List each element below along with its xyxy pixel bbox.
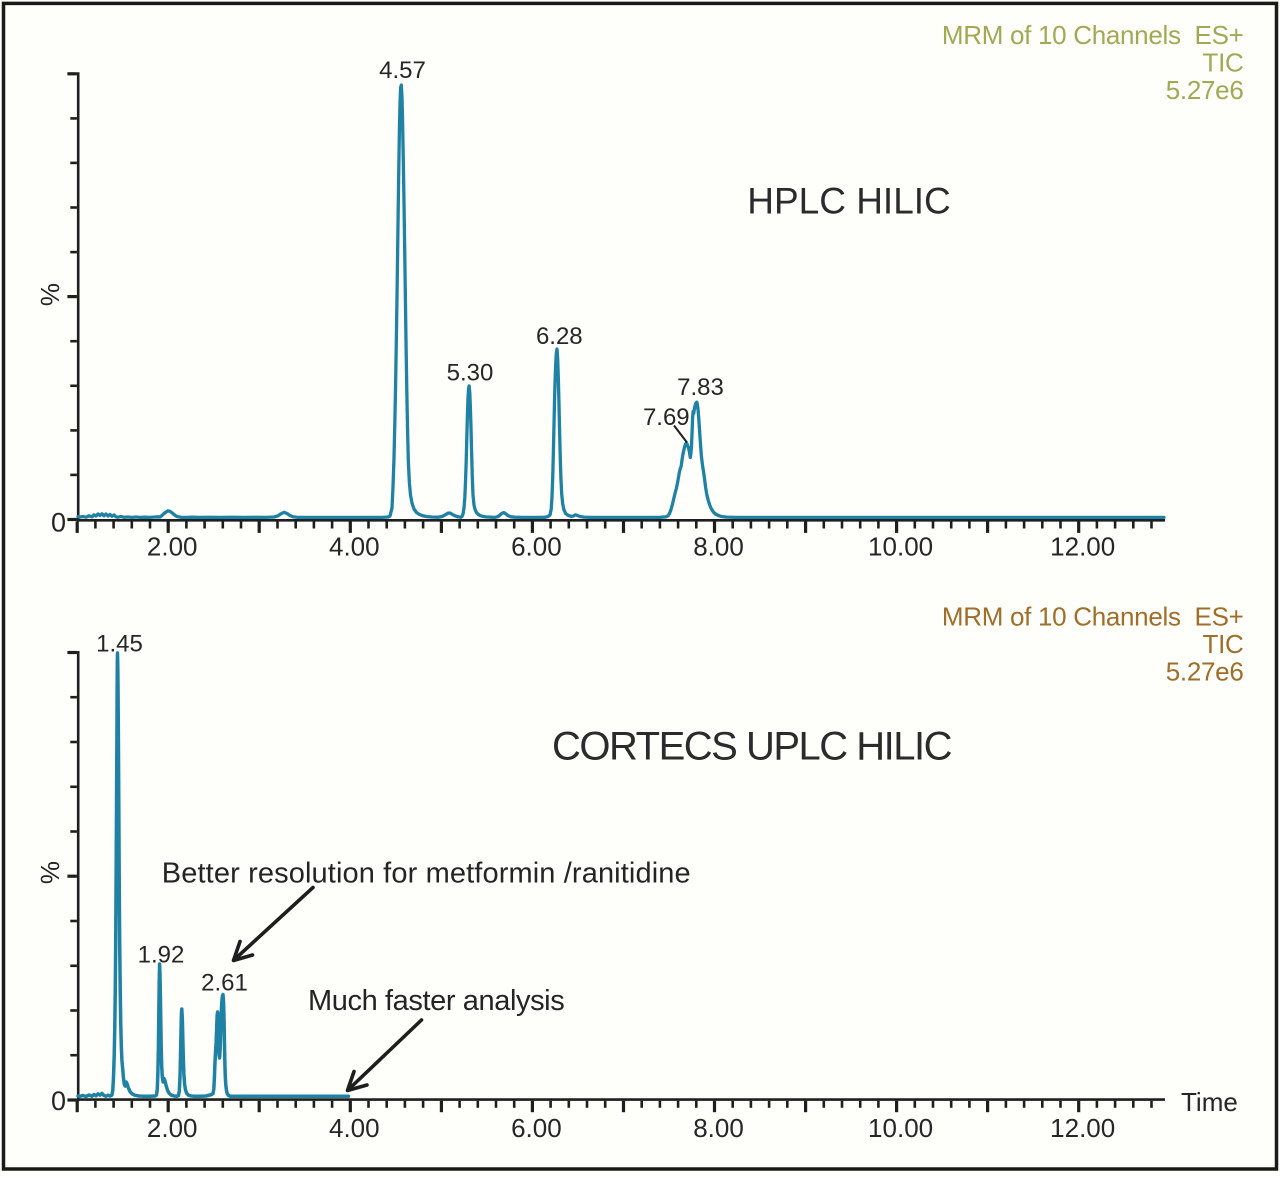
svg-text:Much faster analysis: Much faster analysis xyxy=(308,985,564,1017)
svg-text:%: % xyxy=(35,861,65,884)
svg-text:0: 0 xyxy=(51,508,66,538)
svg-text:5.30: 5.30 xyxy=(447,360,494,387)
svg-text:CORTECS UPLC HILIC: CORTECS UPLC HILIC xyxy=(552,725,952,769)
svg-text:2.00: 2.00 xyxy=(147,532,198,562)
svg-text:1.92: 1.92 xyxy=(138,942,185,969)
svg-text:4.57: 4.57 xyxy=(379,57,426,84)
svg-text:7.69: 7.69 xyxy=(643,404,690,431)
svg-text:10.00: 10.00 xyxy=(868,532,933,562)
svg-text:4.00: 4.00 xyxy=(329,1113,380,1143)
svg-text:6.00: 6.00 xyxy=(511,1113,562,1143)
svg-text:MRM of 10 Channels ES+: MRM of 10 Channels ES+ xyxy=(942,602,1244,632)
svg-text:10.00: 10.00 xyxy=(868,1113,933,1143)
svg-text:12.00: 12.00 xyxy=(1050,1113,1115,1143)
svg-text:%: % xyxy=(35,283,65,306)
svg-text:TIC: TIC xyxy=(1203,48,1244,78)
svg-text:HPLC HILIC: HPLC HILIC xyxy=(747,181,951,222)
svg-text:5.27e6: 5.27e6 xyxy=(1166,657,1244,687)
svg-text:8.00: 8.00 xyxy=(693,532,744,562)
svg-text:Time: Time xyxy=(1181,1087,1238,1117)
svg-text:7.83: 7.83 xyxy=(677,374,724,401)
svg-text:1.45: 1.45 xyxy=(96,631,143,658)
svg-text:2.61: 2.61 xyxy=(201,970,248,997)
svg-text:6.28: 6.28 xyxy=(536,323,583,350)
svg-text:5.27e6: 5.27e6 xyxy=(1166,75,1244,105)
svg-text:MRM of 10 Channels ES+: MRM of 10 Channels ES+ xyxy=(942,20,1244,50)
svg-text:12.00: 12.00 xyxy=(1050,532,1115,562)
svg-text:2.00: 2.00 xyxy=(147,1113,198,1143)
svg-text:0: 0 xyxy=(51,1086,66,1116)
svg-text:4.00: 4.00 xyxy=(329,532,380,562)
svg-text:Better resolution for metformi: Better resolution for metformin /ranitid… xyxy=(162,858,691,890)
svg-text:8.00: 8.00 xyxy=(693,1113,744,1143)
svg-text:6.00: 6.00 xyxy=(511,532,562,562)
svg-text:TIC: TIC xyxy=(1203,629,1244,659)
